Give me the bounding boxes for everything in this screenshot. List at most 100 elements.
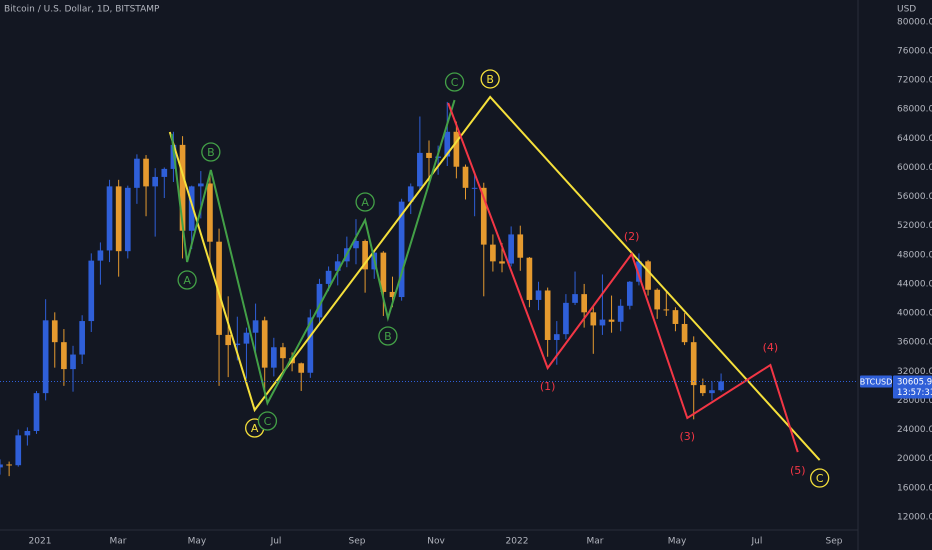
candle-body	[243, 332, 250, 344]
candle-body	[636, 261, 642, 282]
candle-body	[690, 342, 697, 386]
candle-body	[645, 261, 651, 290]
candle-body	[526, 257, 533, 300]
wave-label-circle	[480, 69, 500, 89]
last-price-label: 30605.94	[897, 377, 932, 387]
x-tick-label: Jul	[270, 537, 282, 547]
candle-body	[608, 319, 615, 322]
y-tick-label: 16000.00	[897, 483, 932, 493]
candle-body	[563, 302, 569, 335]
candle-body	[207, 183, 213, 242]
y-tick-label: 32000.00	[897, 367, 932, 377]
candle-body	[508, 234, 514, 264]
candle-body	[179, 144, 186, 231]
y-tick-label: 44000.00	[897, 279, 932, 289]
candle-body	[544, 290, 551, 340]
x-tick-label: Jul	[751, 537, 763, 547]
y-tick-label: 24000.00	[897, 425, 932, 435]
y-tick-label: 40000.00	[897, 309, 932, 319]
y-tick-label: 36000.00	[897, 338, 932, 348]
wave-label-circle	[201, 142, 221, 162]
candle-body	[398, 201, 405, 298]
candle-body	[216, 241, 222, 335]
y-tick-label: 72000.00	[897, 76, 932, 86]
candle-body	[480, 187, 487, 245]
wave-label: B	[207, 146, 215, 159]
candle-body	[79, 321, 85, 355]
countdown-label: 13:57:31	[897, 388, 932, 398]
candle-body	[115, 186, 122, 252]
candle-body	[61, 342, 67, 370]
candle-body	[334, 261, 341, 271]
candle-body	[33, 393, 40, 431]
candle-body	[700, 385, 706, 394]
candle-body	[471, 187, 478, 189]
y-tick-label: 60000.00	[897, 163, 932, 173]
candle-body	[51, 320, 58, 343]
x-tick-label: Mar	[110, 537, 127, 547]
x-tick-label: 2021	[29, 537, 52, 547]
candle-body	[444, 131, 451, 157]
candle-body	[124, 187, 131, 252]
wave-label: C	[816, 472, 824, 485]
candle-body	[134, 158, 140, 188]
chart-title: Bitcoin / U.S. Dollar, 1D, BITSTAMP	[4, 5, 160, 15]
candle-body	[462, 166, 469, 188]
wave-label: B	[384, 330, 392, 343]
candle-body	[97, 250, 104, 261]
candle-body	[234, 343, 241, 346]
wave-line	[170, 99, 456, 406]
candle-body	[709, 390, 715, 394]
price-tag	[893, 375, 932, 399]
candle-body	[0, 464, 3, 468]
y-tick-label: 56000.00	[897, 192, 932, 202]
x-tick-label: May	[668, 537, 687, 547]
candle-body	[106, 186, 113, 251]
x-tick-label: Sep	[348, 537, 365, 547]
y-tick-label: 76000.00	[897, 46, 932, 56]
candle-body	[490, 244, 496, 262]
y-tick-label: 48000.00	[897, 250, 932, 260]
wave-label-circle	[177, 270, 197, 290]
candle-body	[572, 294, 578, 303]
candle-body	[197, 183, 204, 187]
candle-body	[681, 323, 688, 343]
candle-body	[654, 289, 661, 310]
candle-body	[280, 347, 286, 359]
wave-label: A	[183, 274, 191, 287]
candle-body	[6, 464, 12, 466]
candle-body	[535, 290, 542, 300]
candle-body	[617, 305, 624, 322]
wave-label-circle	[444, 72, 465, 92]
x-tick-label: Nov	[427, 537, 445, 547]
candle-body	[161, 168, 168, 177]
candle-body	[70, 354, 76, 370]
wave-label-circle	[355, 192, 375, 212]
y-tick-label: 20000.00	[897, 454, 932, 464]
candle-body	[188, 186, 195, 231]
candle-body	[271, 347, 277, 368]
candle-body	[718, 381, 724, 391]
candle-body	[426, 152, 432, 158]
candle-body	[581, 294, 587, 313]
candle-body	[407, 186, 414, 202]
wave-label: (5)	[790, 464, 806, 477]
candle-body	[626, 281, 633, 306]
candle-body	[325, 270, 332, 284]
candle-body	[261, 320, 268, 368]
x-tick-label: Mar	[587, 537, 604, 547]
candle-body	[380, 252, 387, 292]
candle-body	[225, 334, 232, 346]
wave-label-circle	[378, 326, 398, 346]
candle-body	[663, 309, 670, 311]
wave-label-circle	[810, 468, 830, 488]
wave-label: (4)	[763, 341, 779, 354]
candle-body	[152, 176, 158, 187]
y-tick-label: 28000.00	[897, 396, 932, 406]
wave-label: (3)	[680, 430, 696, 443]
x-tick-label: Sep	[826, 537, 843, 547]
wave-label: C	[264, 415, 272, 428]
candle-body	[590, 312, 597, 326]
